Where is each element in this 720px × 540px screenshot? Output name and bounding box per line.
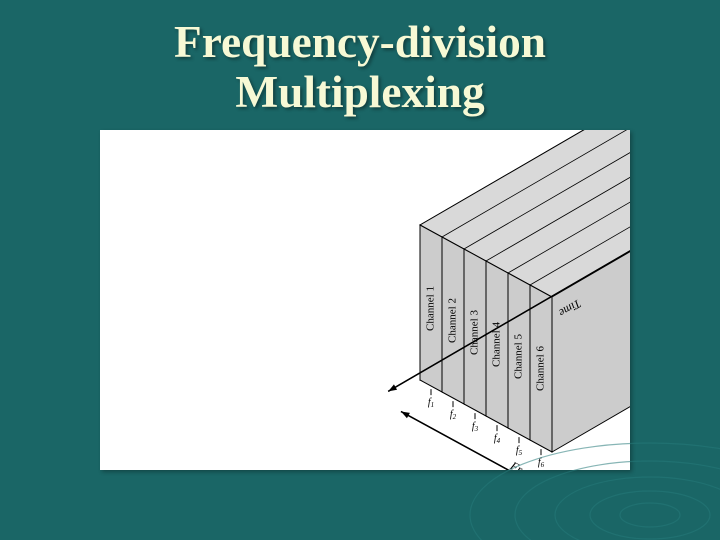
axis-frequency-label: Frequency <box>507 458 560 470</box>
channel-label-5: Channel 5 <box>513 334 525 379</box>
freq-tick-3: f3 <box>472 421 479 433</box>
freq-tick-1: f1 <box>428 397 434 409</box>
freq-tick-2: f2 <box>450 409 457 421</box>
freq-tick-5: f5 <box>516 445 523 457</box>
channel-label-6: Channel 6 <box>535 346 547 391</box>
freq-tick-4: f4 <box>494 433 501 445</box>
channel-label-2: Channel 2 <box>447 298 459 343</box>
title-line-2: Multiplexing <box>0 68 720 118</box>
channel-label-1: Channel 1 <box>425 286 437 331</box>
channel-label-3: Channel 3 <box>469 310 481 355</box>
slide-title: Frequency-division Multiplexing <box>0 0 720 118</box>
figure-container: TimeFrequencyf1f2f3f4f5f6Channel 1Channe… <box>100 130 630 470</box>
freq-tick-6: f6 <box>538 457 545 469</box>
fdm-diagram: TimeFrequencyf1f2f3f4f5f6Channel 1Channe… <box>100 130 630 470</box>
channel-label-4: Channel 4 <box>491 322 503 367</box>
title-line-1: Frequency-division <box>0 18 720 68</box>
